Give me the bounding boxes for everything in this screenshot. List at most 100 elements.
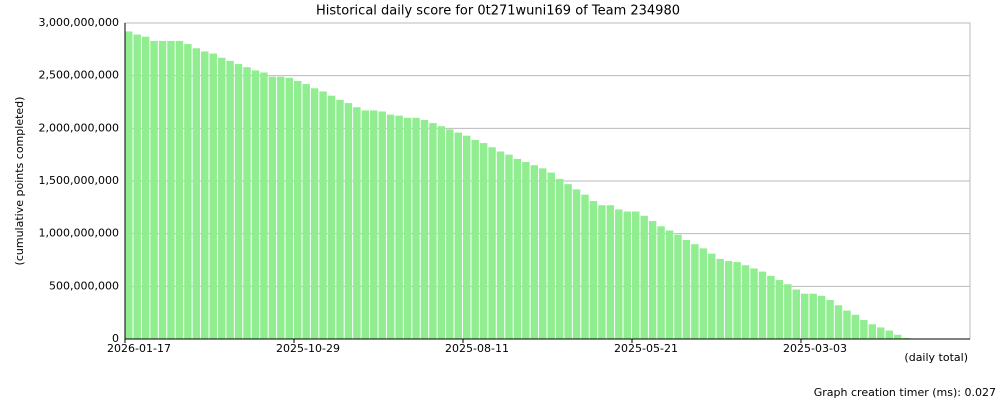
bar [817, 295, 826, 339]
bar [564, 184, 572, 339]
bar [125, 31, 133, 339]
bar [741, 265, 750, 339]
bar [226, 60, 234, 340]
bar [505, 154, 513, 339]
bar [843, 310, 851, 339]
bar [902, 337, 910, 339]
x-tick-label: 2025-03-03 [783, 342, 847, 355]
bar [530, 165, 539, 339]
bar [792, 289, 800, 339]
bar [682, 239, 691, 339]
bar [632, 211, 640, 339]
x-tick-label: 2025-05-21 [614, 342, 678, 355]
bar [708, 253, 716, 339]
bar [758, 271, 767, 339]
bar [606, 205, 615, 339]
bar [657, 226, 665, 339]
bar [623, 211, 631, 339]
bar [175, 40, 184, 339]
bar [285, 77, 293, 340]
bar [268, 76, 277, 339]
bar [133, 34, 141, 339]
y-tick-label: 1,500,000,000 [39, 174, 119, 187]
bar [868, 324, 877, 339]
bar [353, 107, 361, 340]
footer: Graph creation timer (ms): 0.027 [814, 386, 996, 399]
y-tick-label: 1,000,000,000 [39, 227, 119, 240]
bar [327, 95, 336, 340]
bar [893, 334, 902, 339]
y-tick-label: 2,000,000,000 [39, 121, 119, 134]
bar [260, 72, 268, 340]
bar [386, 114, 395, 339]
bar [665, 230, 674, 339]
x-axis-label: (daily total) [904, 351, 968, 364]
bar [209, 53, 217, 340]
bar [446, 129, 454, 339]
bar [395, 115, 403, 340]
bar [420, 119, 429, 339]
bar [488, 147, 496, 339]
bar [361, 110, 370, 339]
bar [885, 330, 893, 339]
bar [437, 126, 446, 339]
bar [860, 320, 868, 339]
bar [555, 178, 564, 339]
bar [572, 189, 581, 339]
bar [834, 305, 843, 339]
bar [234, 64, 243, 339]
bar [615, 209, 623, 339]
bar [674, 234, 682, 339]
bar [471, 139, 479, 339]
bar [167, 40, 175, 339]
bar [733, 262, 741, 339]
bar [150, 40, 158, 339]
bar [412, 117, 420, 339]
bar [581, 194, 589, 339]
bar [775, 280, 784, 339]
bar [294, 80, 302, 339]
bar [691, 244, 699, 339]
bar [454, 132, 462, 339]
x-tick-label: 2025-10-29 [276, 342, 340, 355]
bar [251, 70, 260, 340]
y-tick-label: 2,500,000,000 [39, 69, 119, 82]
bar [640, 215, 648, 339]
bar [877, 327, 885, 339]
bar [158, 40, 167, 339]
bar [784, 284, 792, 339]
bar [496, 151, 505, 339]
bar [141, 36, 150, 340]
bar [513, 158, 522, 339]
bar [336, 99, 344, 339]
bar [547, 172, 555, 339]
bar [277, 76, 285, 339]
y-tick-label: 500,000,000 [49, 279, 119, 292]
bar [302, 84, 310, 340]
bar [539, 168, 547, 339]
bar [370, 110, 378, 339]
bar [598, 205, 606, 339]
bar [344, 103, 353, 339]
bar [184, 44, 192, 340]
bar [801, 293, 809, 339]
x-tick-label: 2026-01-17 [107, 342, 171, 355]
bar [378, 111, 386, 339]
bar [750, 268, 758, 339]
bar [217, 57, 226, 339]
bar [479, 143, 488, 339]
bar [201, 51, 209, 339]
bar [403, 117, 412, 339]
bar [851, 314, 860, 339]
y-tick-label: 3,000,000,000 [39, 16, 119, 29]
bar [724, 261, 733, 339]
bar [463, 135, 471, 339]
bar [809, 293, 817, 339]
bar [716, 258, 724, 339]
bar [310, 88, 319, 339]
y-axis-label: (cumulative points completed) [13, 97, 26, 266]
bar [826, 300, 834, 339]
bar [589, 201, 598, 339]
bar [699, 248, 708, 339]
